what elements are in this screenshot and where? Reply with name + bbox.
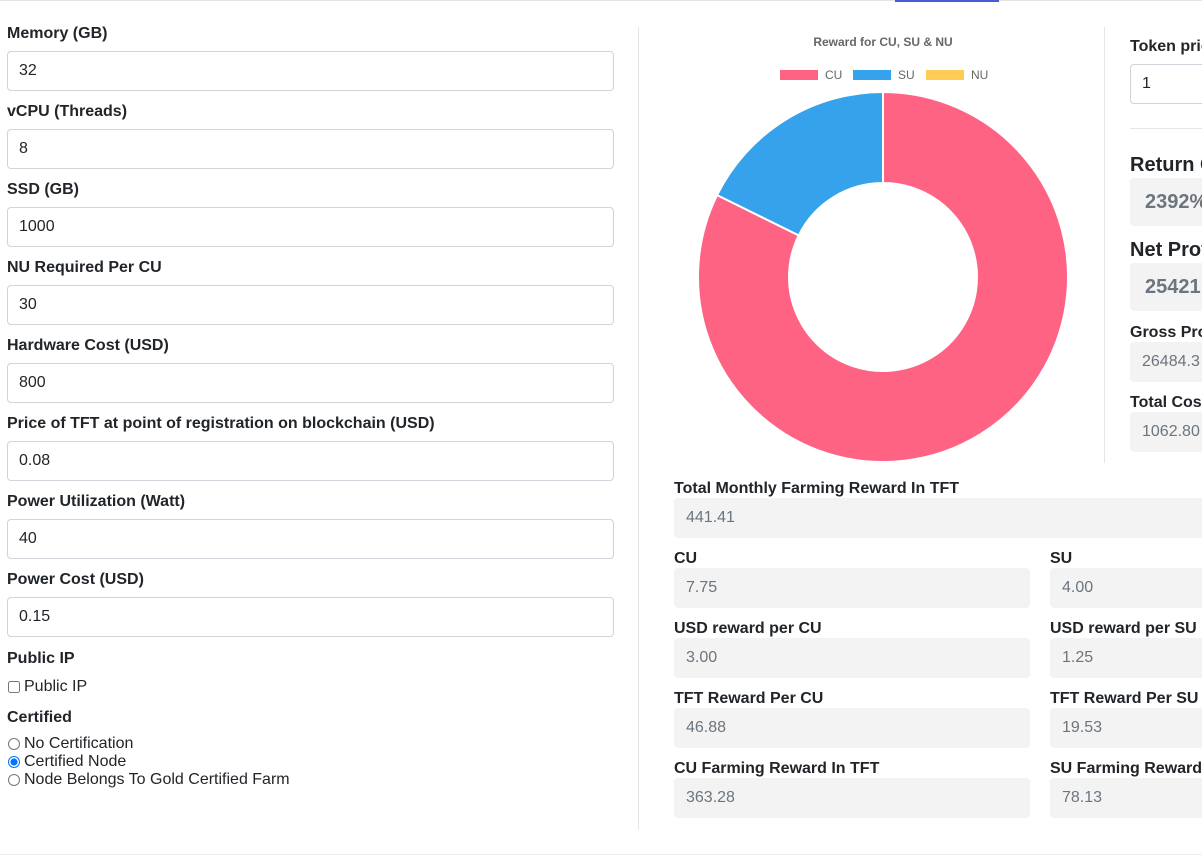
certified-node-radio[interactable]: [8, 756, 20, 768]
memory-label: Memory (GB): [7, 25, 108, 42]
return-value: 2392%: [1130, 178, 1202, 226]
cu-label: CU: [674, 550, 698, 567]
chart-legend: CU SU NU: [780, 68, 988, 82]
reward-doughnut-chart: Reward for CU, SU & NU CU SU NU: [697, 35, 1069, 463]
tft-per-su-value: 19.53: [1050, 708, 1202, 748]
su-farming-label: SU Farming Reward: [1050, 760, 1202, 777]
cu-farming-value: 363.28: [674, 778, 1030, 818]
su-label: SU: [1050, 550, 1073, 567]
token-price-input[interactable]: [1130, 64, 1202, 104]
cu-value: 7.75: [674, 568, 1030, 608]
memory-input[interactable]: [7, 51, 614, 91]
column-divider: [638, 27, 639, 830]
gross-profit-label: Gross Pro: [1130, 324, 1202, 341]
nu-per-cu-label: NU Required Per CU: [7, 259, 162, 276]
vcpu-label: vCPU (Threads): [7, 103, 128, 120]
ssd-label: SSD (GB): [7, 181, 79, 198]
public-ip-heading: Public IP: [7, 650, 75, 667]
public-ip-option[interactable]: Public IP: [7, 678, 87, 696]
public-ip-checkbox-label: Public IP: [24, 678, 88, 695]
certified-heading: Certified: [7, 709, 72, 726]
total-monthly-value: 441.41: [674, 498, 1202, 538]
hardware-cost-input[interactable]: [7, 363, 614, 403]
usd-per-su-label: USD reward per SU: [1050, 620, 1197, 637]
chart-title: Reward for CU, SU & NU: [813, 35, 952, 49]
no-certification-label: No Certification: [24, 735, 134, 752]
legend-label-su: SU: [898, 68, 915, 82]
certification-option-gold[interactable]: Node Belongs To Gold Certified Farm: [7, 771, 290, 789]
legend-swatch-nu: [926, 70, 964, 80]
legend-item-cu[interactable]: CU: [780, 68, 842, 82]
su-farming-value: 78.13: [1050, 778, 1202, 818]
legend-item-su[interactable]: SU: [853, 68, 915, 82]
slice-su[interactable]: [715, 90, 884, 237]
top-border: [0, 0, 1202, 1]
legend-item-nu[interactable]: NU: [926, 68, 988, 82]
nu-per-cu-input[interactable]: [7, 285, 614, 325]
gross-profit-value: 26484.3: [1130, 342, 1202, 382]
side-separator: [1130, 128, 1202, 129]
vcpu-input[interactable]: [7, 129, 614, 169]
net-profit-label: Net Prof: [1130, 239, 1202, 261]
active-tab-indicator: [895, 0, 999, 2]
total-cost-value: 1062.80: [1130, 412, 1202, 452]
gold-certified-radio[interactable]: [8, 774, 20, 786]
usd-per-cu-value: 3.00: [674, 638, 1030, 678]
net-profit-value: 25421: [1130, 263, 1202, 311]
legend-swatch-cu: [780, 70, 818, 80]
hardware-cost-label: Hardware Cost (USD): [7, 337, 169, 354]
tft-price-registration-input[interactable]: [7, 441, 614, 481]
tft-per-su-label: TFT Reward Per SU: [1050, 690, 1199, 707]
total-monthly-label: Total Monthly Farming Reward In TFT: [674, 480, 960, 497]
tft-price-registration-label: Price of TFT at point of registration on…: [7, 415, 435, 432]
no-certification-radio[interactable]: [8, 738, 20, 750]
slice-cu[interactable]: [697, 90, 1069, 463]
legend-label-cu: CU: [825, 68, 842, 82]
return-label: Return C: [1130, 154, 1202, 176]
usd-per-su-value: 1.25: [1050, 638, 1202, 678]
chart-divider: [1104, 27, 1105, 463]
usd-per-cu-label: USD reward per CU: [674, 620, 822, 637]
cu-farming-label: CU Farming Reward In TFT: [674, 760, 880, 777]
ssd-input[interactable]: [7, 207, 614, 247]
certification-option-none[interactable]: No Certification: [7, 735, 133, 753]
gold-certified-label: Node Belongs To Gold Certified Farm: [24, 771, 290, 788]
su-value: 4.00: [1050, 568, 1202, 608]
power-utilization-input[interactable]: [7, 519, 614, 559]
tft-per-cu-value: 46.88: [674, 708, 1030, 748]
certified-node-label: Certified Node: [24, 753, 127, 770]
legend-swatch-su: [853, 70, 891, 80]
power-utilization-label: Power Utilization (Watt): [7, 493, 186, 510]
legend-label-nu: NU: [971, 68, 988, 82]
public-ip-checkbox[interactable]: [8, 681, 20, 693]
power-cost-input[interactable]: [7, 597, 614, 637]
token-price-label: Token pric: [1130, 38, 1202, 55]
bottom-border: [0, 854, 1202, 855]
tft-per-cu-label: TFT Reward Per CU: [674, 690, 824, 707]
total-cost-label: Total Cos: [1130, 394, 1202, 411]
chart-slices: [697, 90, 1069, 463]
certification-option-certified[interactable]: Certified Node: [7, 753, 126, 771]
power-cost-label: Power Cost (USD): [7, 571, 144, 588]
